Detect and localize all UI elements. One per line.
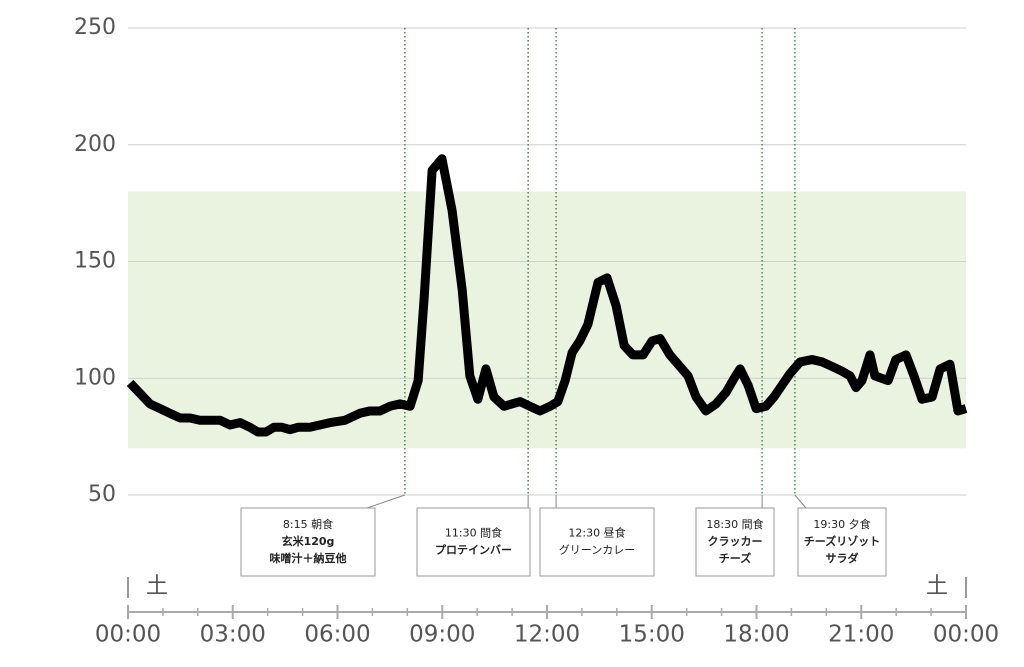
annotation-text: 11:30 間食 (445, 526, 502, 540)
day-label: 土 (146, 574, 168, 599)
callout-line (794, 494, 807, 509)
x-tick-label: 00:00 (933, 622, 999, 648)
annotation-text: 18:30 間食 (706, 517, 763, 531)
x-tick-label: 15:00 (619, 622, 685, 648)
annotation-text: サラダ (826, 551, 859, 565)
annotation-text: 8:15 朝食 (283, 517, 333, 531)
annotation-text: プロテインバー (435, 543, 512, 557)
annotation-text: クラッカー (708, 535, 763, 548)
x-tick-label: 03:00 (200, 622, 266, 648)
annotation-box (539, 507, 655, 577)
annotation-box (416, 507, 531, 577)
x-tick-label: 00:00 (95, 622, 161, 648)
y-tick-label: 200 (74, 132, 116, 157)
annotation-box (240, 507, 376, 577)
day-label: 土 (926, 574, 948, 599)
y-tick-label: 150 (74, 249, 116, 274)
annotation-text: チーズ (719, 551, 751, 565)
y-tick-label: 50 (88, 482, 116, 507)
annotation-text: グリーンカレー (559, 543, 635, 557)
x-tick-label: 18:00 (723, 622, 789, 648)
annotation-box (797, 507, 887, 577)
annotation-box (695, 507, 775, 577)
x-tick-label: 06:00 (304, 622, 370, 648)
annotation-text: 19:30 夕食 (813, 517, 870, 531)
callout-line (366, 494, 406, 509)
annotation-text: 味噌汁＋納豆他 (270, 551, 347, 565)
x-tick-label: 12:00 (514, 622, 580, 648)
annotation-text: 12:30 昼食 (568, 526, 625, 540)
x-tick-label: 21:00 (828, 622, 894, 648)
annotation-text: 玄米120g (282, 534, 335, 548)
y-tick-label: 100 (74, 365, 116, 390)
y-tick-label: 250 (74, 15, 116, 40)
x-tick-label: 09:00 (409, 622, 475, 648)
annotation-text: チーズリゾット (804, 534, 880, 548)
glucose-line (126, 154, 968, 437)
